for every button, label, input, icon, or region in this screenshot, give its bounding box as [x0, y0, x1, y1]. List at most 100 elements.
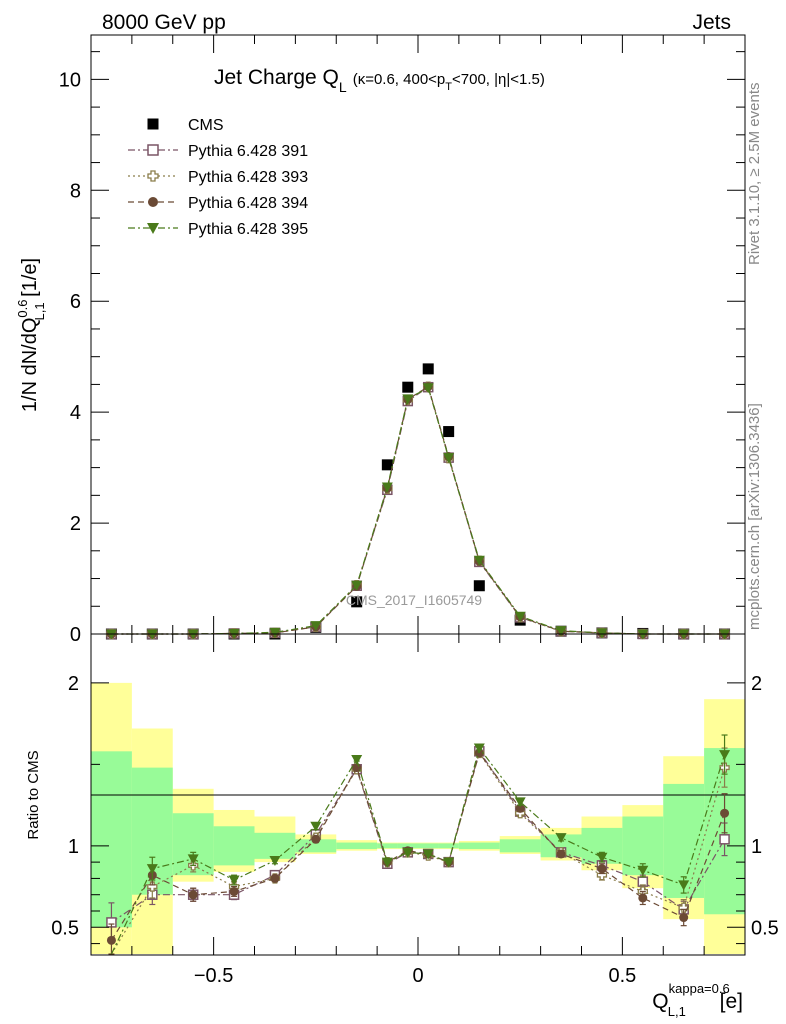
main-point-p395: [351, 580, 363, 591]
ratio-axis-ticks: 0.5 0.5 1 1 2 2 −0.5 0 0.5: [51, 634, 779, 987]
main-point-cms: [473, 580, 485, 592]
ratio-band-inner: [336, 842, 378, 850]
ratio-line-p393: [110, 751, 726, 955]
ratio-point-p395: [555, 833, 567, 844]
ratio-band-inner: [397, 843, 418, 849]
main-ylabel-sub: L,1: [32, 302, 47, 320]
mcplots-source-label: mcplots.cern.ch [arXiv:1306.3436]: [746, 403, 763, 630]
main-panel: 0 2 4 6 8 10: [59, 34, 746, 646]
ratio-point-p394: [229, 886, 239, 896]
ratio-band-inner: [418, 843, 439, 849]
ratio-point-p391: [719, 834, 730, 845]
rivet-version-label: Rivet 3.1.10, ≥ 2.5M events: [746, 83, 763, 266]
main-y-axis-label: 1/N dN/dQ0.6 L,1 [1/e]: [15, 258, 47, 412]
ratio-point-p394: [597, 864, 607, 874]
main-point-p395: [402, 394, 414, 405]
main-point-p395: [381, 482, 393, 493]
ratio-band-inner: [213, 826, 255, 866]
legend-marker-cms: [147, 118, 159, 130]
legend: CMS Pythia 6.428 391 Pythia 6.428 393 Pythi…: [128, 117, 308, 238]
ratio-band-inner: [254, 832, 296, 859]
ratio-point-p395: [473, 743, 485, 754]
header-energy-label: 8000 GeV pp: [102, 11, 226, 34]
ratio-point-p393: [678, 902, 689, 913]
xlabel-sub: L,1: [668, 1004, 686, 1019]
ratio-point-p395: [187, 854, 199, 865]
ratio-point-p395: [719, 750, 731, 761]
legend-label-cms: CMS: [188, 117, 224, 134]
ratio-band-inner: [295, 839, 337, 853]
x-tick-label: 0: [412, 965, 423, 987]
ratio-line-p395: [110, 746, 726, 955]
ratio-band-inner: [540, 834, 582, 858]
ratio-point-p395: [228, 875, 240, 886]
main-y-tick-label: 8: [70, 180, 81, 202]
x-axis-label: Qkappa=0.6 L,1 [e]: [652, 981, 743, 1019]
ratio-point-p394: [638, 893, 648, 903]
main-point-cms: [351, 596, 363, 608]
main-point-p395: [596, 628, 608, 639]
main-point-cms: [402, 381, 414, 393]
main-point-p395: [310, 621, 322, 632]
legend-label-p391: Pythia 6.428 391: [188, 143, 308, 160]
main-point-cms: [443, 426, 455, 438]
chart-title: Jet Charge QL (κ=0.6, 400<pT<700, |η|<1.5…: [214, 66, 545, 95]
main-point-p395: [422, 383, 434, 394]
title-main-sub: L: [339, 79, 347, 95]
main-y-tick-label: 6: [70, 291, 81, 313]
main-y-tick-label: 4: [70, 402, 81, 424]
ratio-y-tick-label-right: 2: [751, 673, 762, 695]
ratio-panel: 0.5 0.5 1 1 2 2 −0.5 0 0.5: [51, 633, 779, 987]
ratio-uncertainty-bands: [91, 682, 745, 954]
legend-label-p395: Pythia 6.428 395: [188, 221, 308, 238]
ratio-band-inner: [499, 839, 541, 853]
main-point-p395: [514, 611, 526, 622]
title-detail-b: <700, |η|<1.5): [452, 71, 545, 88]
ratio-band-inner: [91, 751, 132, 928]
ratio-point-p394: [106, 935, 116, 945]
main-axis-ticks: 0 2 4 6 8 10: [59, 35, 746, 646]
main-y-tick-label: 10: [59, 69, 81, 91]
xlabel-sup: kappa=0.6: [669, 981, 730, 996]
ratio-point-p395: [443, 857, 455, 868]
ratio-point-p395: [637, 865, 649, 876]
legend-marker-p394: [148, 197, 158, 207]
ratio-y-tick-label: 0.5: [51, 917, 79, 939]
ratio-point-p395: [596, 852, 608, 863]
main-y-tick-label: 0: [70, 624, 81, 646]
x-tick-label: −0.5: [194, 965, 233, 987]
ratio-point-p394: [311, 834, 321, 844]
ratio-point-p394: [556, 849, 566, 859]
legend-label-p394: Pythia 6.428 394: [188, 195, 308, 212]
ratio-point-p394: [515, 803, 525, 813]
ratio-plot-frame: [90, 633, 746, 956]
main-point-cms: [422, 363, 434, 375]
ratio-y-tick-label: 1: [68, 836, 79, 858]
xlabel-a: Q: [652, 990, 668, 1013]
ratio-band-inner: [377, 843, 398, 849]
ratio-y-tick-label: 2: [68, 673, 79, 695]
ratio-point-p395: [381, 857, 393, 868]
ratio-band-inner: [458, 842, 500, 850]
ratio-point-p395: [310, 821, 322, 832]
ratio-y-tick-label-right: 0.5: [751, 917, 779, 939]
title-main: Jet Charge Q: [214, 66, 339, 89]
ratio-point-p395: [514, 797, 526, 808]
main-ylabel-sup: 0.6: [15, 300, 30, 318]
legend-marker-p391: [147, 144, 159, 156]
main-point-p395: [473, 555, 485, 566]
ratio-y-axis-label: Ratio to CMS: [25, 750, 42, 839]
legend-marker-p393: [147, 170, 159, 182]
ratio-y-tick-label-right: 1: [751, 836, 762, 858]
ratio-point-p394: [188, 890, 198, 900]
main-point-p395: [443, 453, 455, 464]
main-point-p395: [555, 626, 567, 637]
xlabel-b: [e]: [714, 990, 743, 1013]
legend-marker-p395: [147, 223, 159, 234]
ratio-point-p395: [402, 847, 414, 858]
title-detail-a: (κ=0.6, 400<p: [353, 71, 446, 88]
analysis-watermark: CMS_2017_I1605749: [346, 592, 482, 608]
ratio-point-p394: [270, 873, 280, 883]
ratio-series-layer: [106, 734, 731, 955]
